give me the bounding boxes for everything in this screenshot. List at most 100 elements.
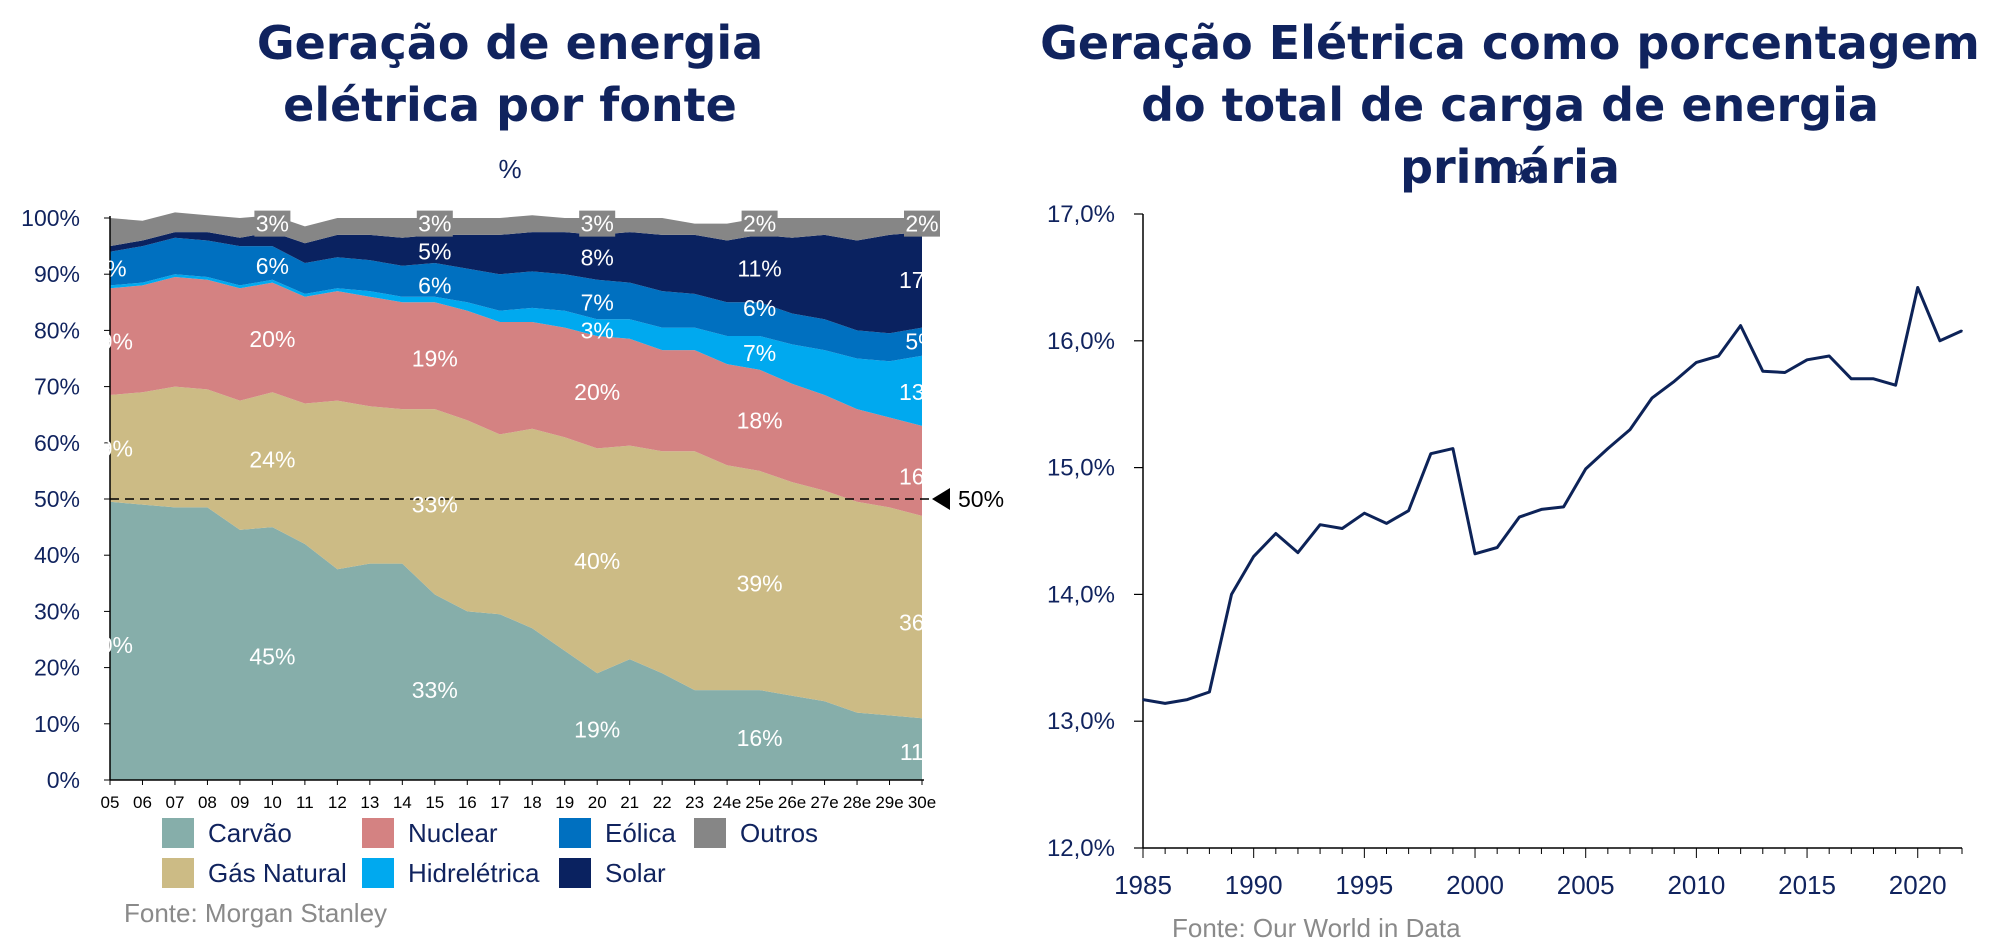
left-x-tick-label: 26e [778, 793, 806, 812]
area-gás-natural [110, 386, 922, 719]
right-x-tick-label: 2020 [1889, 870, 1947, 900]
right-y-tick-label: 14,0% [1047, 581, 1115, 608]
data-label: 5% [418, 239, 451, 265]
left-y-tick-label: 0% [47, 767, 80, 793]
area-nuclear [110, 277, 922, 516]
left-y-tick-label: 90% [34, 261, 80, 287]
legend-swatch-nuclear [362, 818, 394, 848]
left-y-tick-label: 60% [34, 430, 80, 456]
left-y-tick-label: 20% [34, 655, 80, 681]
left-x-tick-label: 30e [908, 793, 936, 812]
data-label: 40% [574, 548, 620, 574]
left-y-tick-label: 70% [34, 374, 80, 400]
right-x-tick-label: 1995 [1335, 870, 1393, 900]
electric-share-point [1939, 340, 1941, 342]
data-label: 6% [256, 253, 289, 279]
legend-swatch-outros [694, 818, 726, 848]
right-y-tick-label: 13,0% [1047, 708, 1115, 735]
electric-share-point [1651, 397, 1653, 399]
area-solar [110, 232, 922, 334]
electric-share-point [1186, 698, 1189, 701]
electric-share-point [1828, 355, 1830, 357]
electric-share-point [1142, 698, 1144, 701]
electric-share-point [1872, 378, 1875, 380]
data-label: 6% [418, 272, 451, 298]
left-chart-unit: % [498, 154, 522, 184]
data-label: 3% [581, 211, 614, 237]
legend-label-outros: Outros [740, 818, 818, 848]
left-x-tick-label: 27e [810, 793, 838, 812]
legend-label-carvão: Carvão [208, 818, 292, 848]
legend-label-hidrelétrica: Hidrelétrica [408, 858, 540, 888]
data-label: 24% [249, 447, 295, 473]
left-x-tick-label: 05 [101, 793, 120, 812]
data-label: 7% [93, 256, 126, 282]
left-x-tick-label: 18 [523, 793, 542, 812]
left-x-tick-label: 16 [458, 793, 477, 812]
left-x-tick-label: 23 [685, 793, 704, 812]
left-x-tick-label: 29e [875, 793, 903, 812]
electric-share-point [1252, 555, 1255, 558]
electric-share-point [1784, 371, 1786, 374]
data-label: 2% [905, 211, 938, 237]
legend-swatch-hidrelétrica [362, 858, 394, 888]
electric-share-point [1894, 384, 1897, 386]
electric-share-point [1607, 447, 1609, 450]
data-label-box [741, 210, 778, 237]
data-label: 33% [412, 492, 458, 518]
electric-share-point [1629, 428, 1631, 431]
right-x-tick-label: 1985 [1114, 870, 1172, 900]
right-x-tick-label: 2010 [1667, 870, 1725, 900]
area-eólica [110, 237, 922, 362]
electric-share-point [1429, 452, 1432, 455]
electric-share-point [1407, 509, 1410, 512]
legend-swatch-eólica [559, 818, 591, 848]
electric-share-point [1695, 361, 1698, 364]
electric-share-point [1319, 523, 1321, 526]
electric-share-point [1230, 593, 1233, 596]
data-label: 5% [905, 329, 938, 355]
data-label: 8% [581, 244, 614, 270]
data-label: 17% [899, 267, 945, 293]
electric-share-point [1474, 553, 1476, 555]
left-x-tick-label: 28e [843, 793, 871, 812]
electric-share-line [1142, 286, 1963, 705]
right-y-tick-label: 17,0% [1047, 201, 1115, 228]
left-x-tick-label: 06 [133, 793, 152, 812]
left-x-tick-label: 14 [393, 793, 412, 812]
data-label: 6% [743, 295, 776, 321]
left-x-tick-label: 11 [296, 793, 314, 812]
electric-share-point [1363, 512, 1366, 515]
left-y-tick-label: 10% [34, 711, 80, 737]
data-label: 7% [581, 289, 614, 315]
data-label-box [579, 210, 616, 237]
left-chart-source: Fonte: Morgan Stanley [124, 898, 388, 928]
electric-share-point [1297, 551, 1299, 554]
data-label: 39% [737, 570, 783, 596]
right-x-tick-label: 2000 [1446, 870, 1504, 900]
electric-share-point [1916, 286, 1919, 289]
electric-share-point [1850, 378, 1853, 380]
left-x-tick-label: 21 [620, 793, 639, 812]
data-label: 20% [249, 326, 295, 352]
data-label: 19% [87, 329, 133, 355]
right-x-tick-label: 1990 [1225, 870, 1283, 900]
data-label: 13% [899, 379, 945, 405]
left-x-tick-label: 20 [588, 793, 607, 812]
electric-share-point [1164, 702, 1166, 705]
data-label: 11% [737, 256, 781, 282]
left-x-tick-label: 08 [198, 793, 217, 812]
data-label: 18% [737, 407, 783, 433]
right-chart-source: Fonte: Our World in Data [1172, 913, 1461, 943]
electric-share-point [1673, 380, 1676, 383]
legend-label-eólica: Eólica [605, 818, 676, 848]
data-label: 16% [899, 464, 945, 490]
electric-share-point [1496, 546, 1498, 549]
left-y-tick-label: 50% [34, 486, 80, 512]
data-label: 7% [743, 340, 776, 366]
reference-arrow-icon [932, 488, 950, 510]
left-x-tick-label: 10 [263, 793, 282, 812]
data-label: 11% [900, 739, 944, 765]
legend-label-gás-natural: Gás Natural [208, 858, 347, 888]
